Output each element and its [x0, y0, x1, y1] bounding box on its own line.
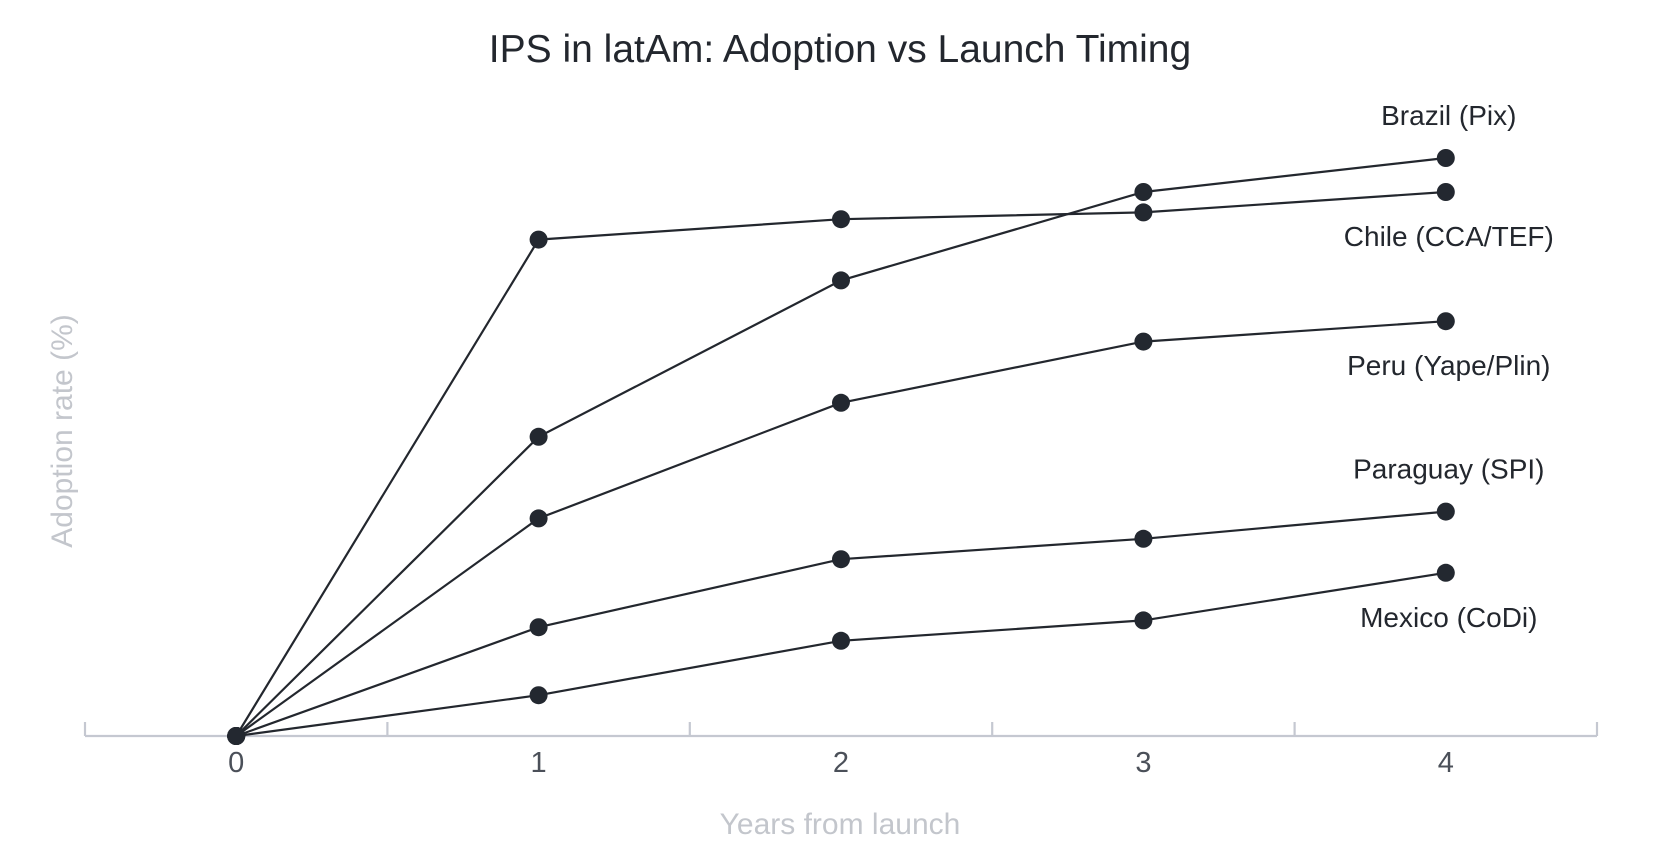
x-tick-label: 0 [228, 747, 244, 779]
data-point [529, 686, 548, 705]
data-point [1436, 149, 1455, 167]
data-point [832, 631, 850, 650]
series-dots [227, 149, 1455, 745]
x-tick-label: 4 [1438, 747, 1454, 779]
data-point [1436, 183, 1455, 201]
x-tick-label: 3 [1135, 747, 1151, 779]
x-tick-label: 2 [833, 747, 849, 779]
data-point [1134, 611, 1153, 630]
data-point [1134, 332, 1153, 351]
data-point [1134, 203, 1153, 222]
data-point [1436, 312, 1455, 331]
data-point [1436, 563, 1455, 582]
data-point [529, 230, 548, 249]
data-point [529, 427, 548, 446]
series-label: Brazil (Pix) [1381, 100, 1516, 131]
series-line [236, 571, 1446, 738]
data-point [832, 271, 850, 290]
series-label: Chile (CCA/TEF) [1344, 221, 1554, 252]
chart-title: IPS in latAm: Adoption vs Launch Timing [489, 28, 1191, 71]
data-point [529, 509, 548, 528]
x-tick-label: 1 [531, 747, 547, 779]
series-label: Paraguay (SPI) [1353, 454, 1544, 485]
data-point [1436, 502, 1455, 521]
data-point [832, 393, 850, 412]
data-point [832, 550, 850, 569]
data-point [1134, 183, 1153, 201]
y-axis-title: Adoption rate (%) [46, 314, 79, 547]
series-label: Peru (Yape/Plin) [1347, 350, 1550, 381]
x-axis: 0 1 2 3 4 [83, 722, 1599, 779]
data-point [529, 618, 548, 637]
series-line [235, 510, 1446, 738]
series-labels: Brazil (Pix) Chile (CCA/TEF) Peru (Yape/Pl… [1344, 100, 1554, 633]
data-point [832, 210, 850, 229]
x-axis-title: Years from launch [720, 808, 961, 841]
data-point [227, 727, 246, 745]
data-point [1134, 529, 1153, 548]
series-label: Mexico (CoDi) [1360, 602, 1537, 633]
